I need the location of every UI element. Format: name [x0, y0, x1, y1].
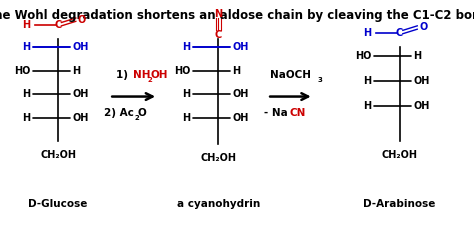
Text: O: O	[138, 108, 146, 118]
Text: CN: CN	[289, 108, 305, 118]
Text: OH: OH	[232, 113, 249, 123]
Text: CH₂OH: CH₂OH	[382, 150, 418, 160]
Text: OH: OH	[232, 89, 249, 99]
Text: C: C	[215, 30, 222, 40]
Text: OH: OH	[72, 89, 89, 99]
Text: H: H	[22, 113, 30, 123]
Text: H: H	[22, 20, 30, 30]
Text: OH: OH	[72, 42, 89, 52]
Text: H: H	[182, 42, 191, 52]
Text: H: H	[22, 89, 30, 99]
Text: NaOCH: NaOCH	[270, 70, 311, 80]
Text: H: H	[22, 42, 30, 52]
Text: OH: OH	[413, 76, 430, 86]
Text: OH: OH	[232, 42, 249, 52]
Text: 1): 1)	[116, 70, 131, 80]
Text: 3: 3	[318, 77, 322, 83]
Text: D-Arabinose: D-Arabinose	[364, 199, 436, 209]
Text: H: H	[364, 27, 372, 38]
Text: CH₂OH: CH₂OH	[201, 153, 237, 163]
Text: 2: 2	[135, 115, 139, 121]
Text: OH: OH	[151, 70, 168, 80]
Text: 2) Ac: 2) Ac	[104, 108, 134, 118]
Text: OH: OH	[413, 101, 430, 111]
Text: HO: HO	[356, 51, 372, 61]
Text: The Wohl degradation shortens an aldose chain by cleaving the C1-C2 bond: The Wohl degradation shortens an aldose …	[0, 9, 474, 22]
Text: C: C	[396, 27, 403, 38]
Text: O: O	[419, 22, 428, 33]
Text: N: N	[214, 8, 222, 19]
Text: H: H	[232, 66, 240, 76]
Text: H: H	[364, 76, 372, 86]
Text: H: H	[413, 51, 422, 61]
Text: H: H	[182, 89, 191, 99]
Text: HO: HO	[174, 66, 191, 76]
Text: H: H	[72, 66, 80, 76]
Text: H: H	[364, 101, 372, 111]
Text: HO: HO	[14, 66, 30, 76]
Text: D-Glucose: D-Glucose	[28, 199, 88, 209]
Text: - Na: - Na	[264, 108, 288, 118]
Text: H: H	[182, 113, 191, 123]
Text: NH: NH	[133, 70, 150, 80]
Text: CH₂OH: CH₂OH	[40, 150, 76, 160]
Text: OH: OH	[72, 113, 89, 123]
Text: 2: 2	[147, 77, 152, 83]
Text: C: C	[55, 20, 62, 30]
Text: a cyanohydrin: a cyanohydrin	[177, 199, 260, 209]
Text: O: O	[78, 15, 86, 25]
